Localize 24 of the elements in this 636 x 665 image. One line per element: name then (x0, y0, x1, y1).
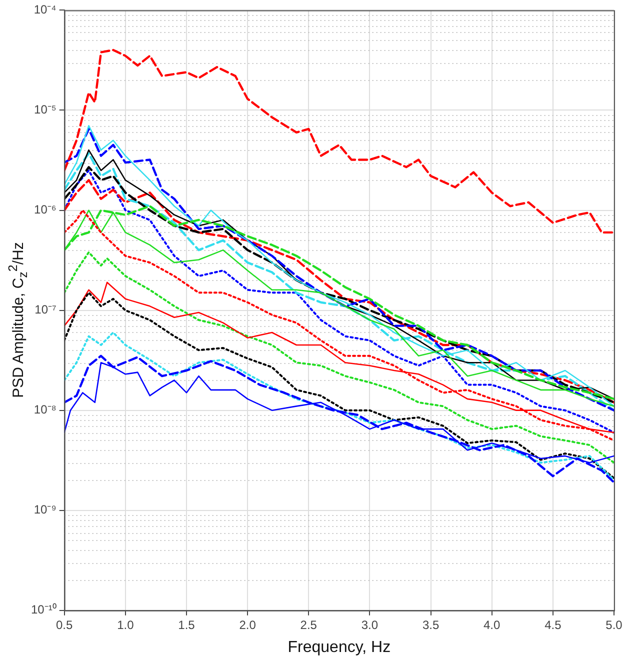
x-tick-label: 0.5 (56, 618, 74, 632)
x-tick-label: 2.5 (300, 618, 318, 632)
x-tick-label: 3.5 (422, 618, 440, 632)
line-series (64, 331, 614, 482)
x-tick-label: 3.0 (361, 618, 378, 632)
y-tick-label: 10⁻⁸ (34, 402, 56, 417)
x-tick-label: 1.0 (117, 618, 134, 632)
x-tick-label: 4.0 (484, 618, 501, 632)
x-tick-label: 4.5 (544, 618, 562, 632)
line-series (64, 354, 614, 484)
y-tick-label: 10⁻⁴ (34, 2, 56, 17)
y-tick-label: 10⁻⁷ (34, 302, 56, 317)
line-series (64, 292, 614, 480)
x-tick-label: 2.0 (239, 618, 256, 632)
y-tick-label: 10⁻⁶ (34, 202, 56, 217)
x-axis-title: Frequency, Hz (288, 638, 391, 656)
x-tick-label: 1.5 (178, 618, 196, 632)
y-tick-label: 10⁻⁹ (34, 502, 56, 517)
line-series (64, 209, 614, 442)
line-series (64, 48, 614, 234)
line-series (64, 251, 614, 464)
x-tick-label: 5.0 (606, 618, 623, 632)
y-tick-label: 10⁻⁵ (34, 102, 56, 117)
y-tick-label: 10⁻¹⁰ (31, 602, 56, 617)
